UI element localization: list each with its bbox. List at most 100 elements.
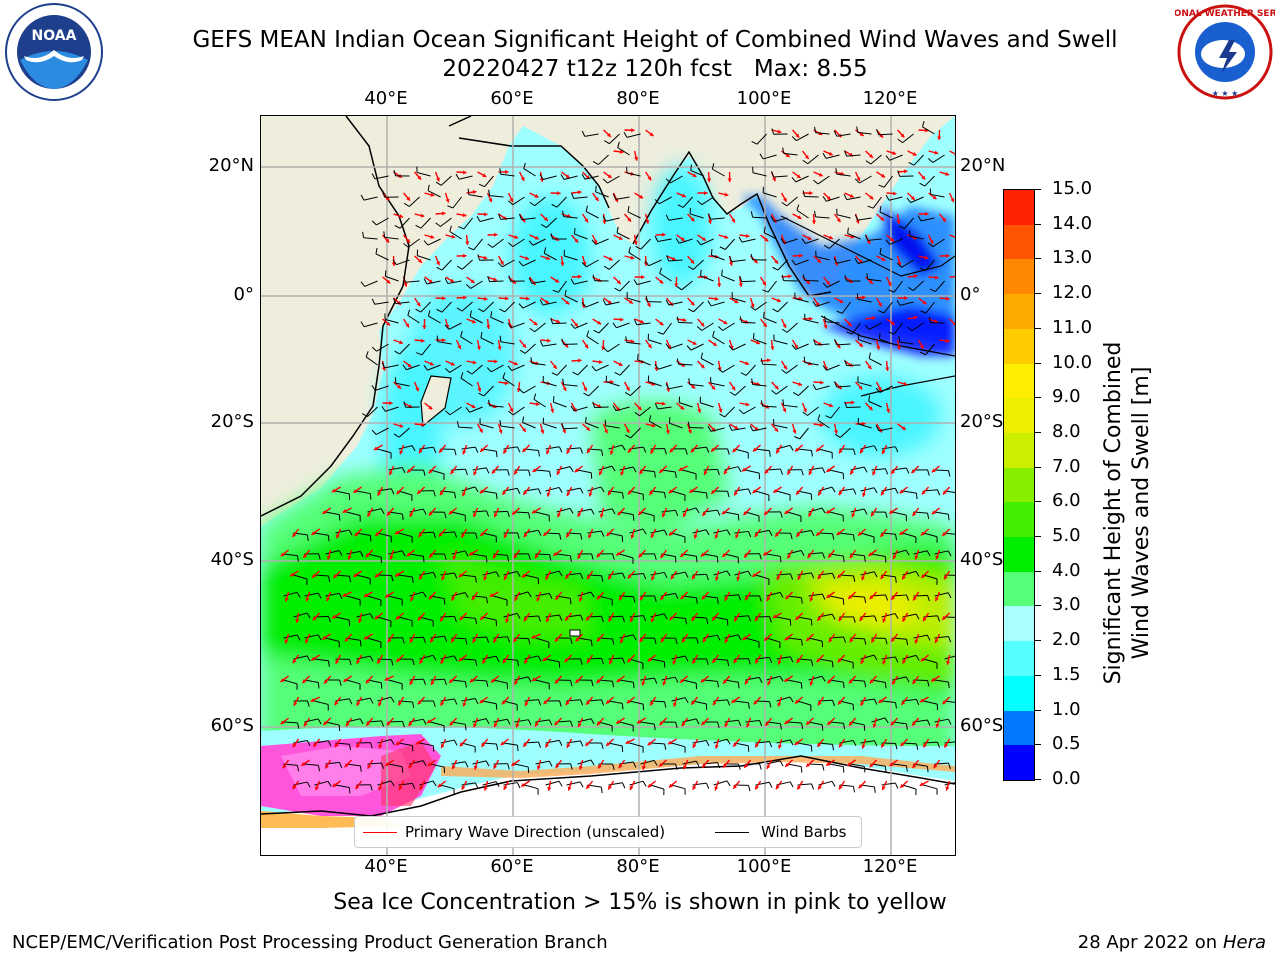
wave-direction-arrowhead	[618, 362, 623, 366]
wind-barb	[892, 549, 907, 555]
wind-barb	[367, 406, 378, 417]
wind-barb-flag	[529, 327, 535, 333]
wind-barb-flag	[729, 391, 736, 396]
wind-barb	[804, 195, 819, 198]
wind-barb-flag	[717, 367, 723, 373]
wind-barb-flag	[602, 299, 607, 306]
wind-barb	[356, 490, 371, 495]
wind-barb-flag	[875, 387, 881, 393]
wave-direction-arrowhead	[565, 300, 570, 305]
wind-barb	[858, 423, 872, 429]
wind-barb	[841, 301, 851, 314]
wind-barb-flag	[475, 618, 478, 625]
wind-barb-flag	[874, 615, 878, 622]
wave-direction-arrowhead	[342, 509, 347, 513]
noaa-logo: NOAA	[5, 3, 103, 101]
wave-direction-arrowhead	[471, 319, 476, 324]
wind-barb	[805, 238, 819, 245]
wind-barb-flag	[769, 616, 772, 623]
wind-barb-flag	[371, 346, 377, 352]
wave-direction-arrowhead	[493, 638, 497, 643]
wave-direction-arrowhead	[523, 533, 528, 538]
wave-direction-arrowhead	[471, 404, 476, 408]
wind-barb	[724, 406, 735, 418]
wind-barb-flag	[721, 269, 723, 276]
wind-barb-flag	[726, 619, 729, 626]
wave-direction-arrowhead	[588, 534, 592, 539]
wave-direction-arrowhead	[282, 764, 287, 769]
wind-barb	[388, 511, 403, 515]
wind-barb-flag	[653, 677, 658, 684]
colorbar-tick-mark	[1034, 779, 1041, 780]
wind-barb-flag	[643, 615, 647, 622]
wind-barb-flag	[539, 340, 544, 347]
wind-barb	[710, 382, 725, 387]
wind-barb-flag	[751, 141, 758, 145]
wave-direction-arrowhead	[420, 338, 425, 343]
wind-barb	[524, 448, 539, 451]
wind-barb	[427, 364, 441, 371]
wave-direction-arrowhead	[445, 198, 450, 203]
wave-direction-arrowhead	[596, 595, 601, 600]
wind-barb-flag	[495, 656, 500, 662]
wind-barb-flag	[495, 571, 500, 578]
wave-direction-arrowhead	[680, 595, 685, 600]
wind-barb-flag	[803, 356, 806, 363]
wave-direction-arrowhead	[945, 171, 950, 176]
wave-direction-arrowhead	[578, 597, 583, 602]
wave-direction-arrowhead	[912, 721, 916, 726]
wind-barb-flag	[812, 384, 817, 390]
wind-barb-flag	[622, 616, 625, 623]
wave-direction-arrowhead	[796, 532, 801, 537]
wind-barb	[335, 784, 350, 789]
wave-direction-arrowhead	[509, 198, 514, 203]
wind-barb-flag	[528, 470, 531, 477]
wave-direction-arrowhead	[531, 509, 536, 514]
wave-direction-arrowhead	[428, 595, 433, 600]
wind-barb-flag	[915, 613, 920, 620]
wind-barb-flag	[621, 444, 626, 451]
wave-direction-arrowhead	[462, 450, 467, 455]
wind-barb-flag	[403, 401, 407, 408]
wave-direction-arrowhead	[342, 593, 347, 597]
wave-direction-arrowhead	[783, 197, 787, 202]
wind-barb	[325, 592, 340, 597]
wave-direction-arrowhead	[766, 596, 771, 601]
wind-barb	[868, 358, 882, 366]
wind-barb	[797, 490, 812, 495]
wave-direction-arrowhead	[899, 531, 904, 535]
wind-barb	[867, 278, 882, 282]
wind-barb	[732, 343, 746, 351]
wind-barb-flag	[508, 275, 512, 282]
wind-barb-flag	[570, 323, 576, 329]
wind-barb	[763, 232, 777, 240]
wave-direction-arrowhead	[448, 510, 453, 515]
wind-barb-flag	[338, 593, 343, 600]
wave-direction-arrowhead	[836, 344, 841, 349]
wave-direction-arrowhead	[750, 303, 755, 308]
wind-barb-flag	[873, 698, 878, 705]
wind-barb	[797, 616, 812, 621]
wave-direction-arrowhead	[911, 469, 916, 474]
wind-barb-flag	[444, 277, 449, 284]
wind-barb	[482, 532, 497, 537]
wind-barb-flag	[738, 594, 742, 601]
wave-direction-arrowhead	[817, 258, 822, 263]
wind-barb	[543, 381, 557, 387]
wind-barb	[766, 675, 781, 681]
wave-direction-arrowhead	[430, 234, 435, 239]
wave-direction-arrowhead	[889, 509, 894, 514]
wave-direction-arrowhead	[606, 132, 611, 137]
wave-direction-arrowhead	[574, 322, 578, 327]
wind-barb-flag	[905, 549, 910, 556]
colorbar-tick-label: 13.0	[1052, 247, 1093, 269]
wind-barb-flag	[865, 234, 869, 241]
wave-direction-arrowhead	[479, 699, 484, 704]
wave-direction-arrowhead	[343, 678, 348, 682]
wind-barb	[925, 301, 935, 314]
tick-bottom-80e: 80°E	[616, 856, 660, 877]
wave-direction-arrowhead	[827, 679, 832, 684]
wind-barb	[668, 301, 683, 306]
wind-barb	[426, 280, 441, 285]
wave-direction-arrowhead	[546, 450, 550, 455]
